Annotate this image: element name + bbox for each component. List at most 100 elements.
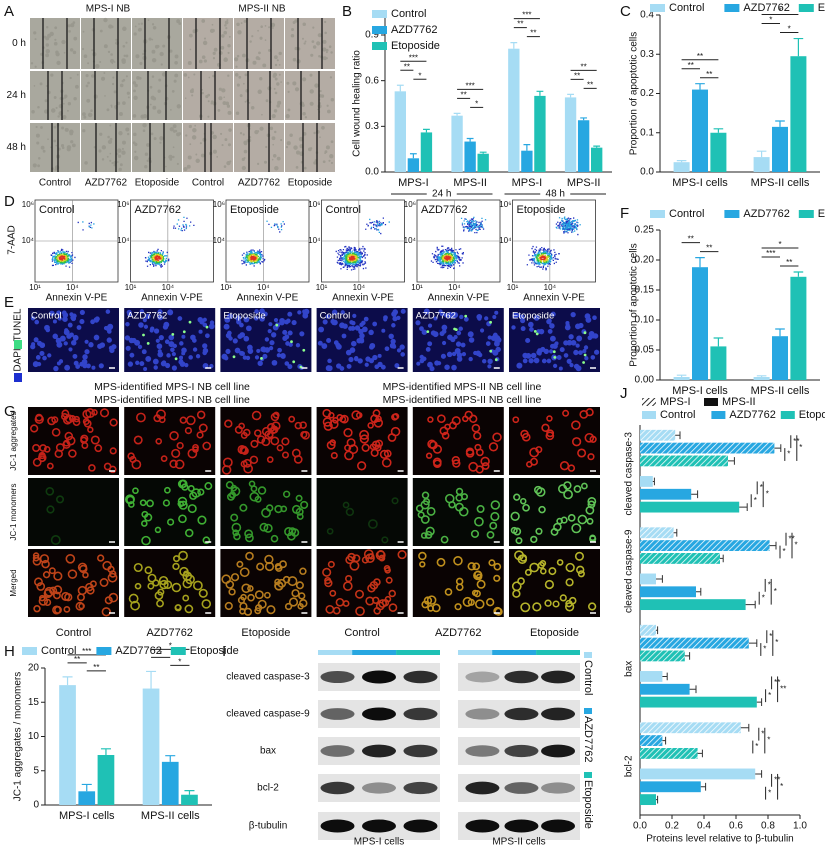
group-label: 48 h — [546, 189, 565, 200]
blot-band — [504, 707, 539, 721]
image-title: AZD7762 — [416, 311, 456, 322]
significance-label: ** — [74, 655, 80, 664]
bar — [753, 377, 770, 380]
bar — [710, 132, 727, 172]
cell-label: MPS-II cells — [492, 837, 545, 848]
flow-dots — [444, 255, 452, 261]
legend-swatch — [798, 210, 814, 218]
bar — [78, 791, 96, 805]
x-tick-label: 0.8 — [761, 821, 775, 832]
caption: MPS-identified MPS-I NB cell line — [94, 394, 250, 406]
significance-label: * — [787, 450, 790, 459]
wound-image — [285, 71, 335, 120]
bar — [640, 476, 653, 487]
significance-label: * — [755, 742, 758, 751]
cells — [415, 487, 501, 544]
legend-swatch — [584, 652, 592, 658]
bar — [420, 132, 433, 172]
flow-dots — [348, 255, 356, 261]
tick-label: 10¹ — [316, 283, 328, 292]
row-label: 48 h — [7, 142, 26, 153]
x-tick-label: 0.0 — [633, 821, 647, 832]
legend-label: Control — [669, 208, 704, 220]
blot-band — [465, 745, 500, 757]
error-bar — [728, 457, 735, 465]
image-texture — [290, 19, 333, 64]
column-label: AZD7762 — [238, 178, 281, 189]
image-texture — [183, 73, 232, 118]
blot-band — [403, 707, 438, 721]
blot-band — [362, 707, 396, 721]
image-title: Etoposide — [512, 311, 554, 322]
flow-dots — [154, 255, 162, 261]
significance-label: * — [760, 483, 763, 492]
significance-label: ** — [706, 244, 712, 253]
flow-dots — [335, 217, 387, 271]
x-tick-label: MPS-I cells — [672, 177, 728, 189]
wound-edge — [248, 123, 270, 172]
treatment-bar — [396, 650, 440, 655]
blot-band — [504, 819, 539, 833]
y-tick-label: 0.3 — [640, 49, 654, 60]
bar — [59, 685, 76, 805]
tick-label: 10⁴ — [66, 283, 79, 292]
bar — [640, 442, 775, 454]
cells — [512, 408, 597, 472]
panel-letter: F — [620, 205, 629, 222]
image-texture — [133, 19, 182, 66]
y-tick-label: 10 — [28, 731, 40, 742]
wound-image — [30, 71, 80, 120]
significance-label: * — [768, 580, 771, 589]
legend-swatch — [724, 4, 740, 12]
significance-label: *** — [522, 11, 531, 20]
x-tick-label: MPS-II — [567, 177, 601, 189]
y-tick-label: 0.0 — [640, 167, 654, 178]
legend-label: MPS-II — [722, 396, 756, 408]
plot-title: Control — [39, 204, 74, 216]
legend-label: AZD7762 — [582, 716, 594, 762]
legend-label: Etoposide — [391, 40, 440, 52]
cells — [221, 410, 310, 475]
y-tick-label: cleaved caspase-9 — [624, 529, 635, 613]
error-bar — [510, 42, 518, 49]
image-texture — [132, 122, 182, 169]
significance-label: ** — [460, 91, 466, 100]
cells — [510, 481, 597, 545]
significance-label: * — [778, 240, 781, 249]
error-bar — [720, 554, 724, 563]
column-label: AZD7762 — [146, 627, 192, 639]
significance-label: * — [799, 443, 802, 452]
error-bar — [423, 128, 430, 133]
image-texture — [82, 72, 130, 119]
significance-label: ** — [688, 235, 694, 244]
legend-label: Etoposide — [190, 645, 239, 657]
x-axis-label: Annexin V-PE — [428, 293, 490, 304]
tick-label: 10⁶ — [213, 200, 225, 209]
significance-label: * — [169, 642, 172, 651]
flow-dots — [52, 221, 95, 265]
panel-letter: E — [4, 294, 14, 311]
bar — [181, 794, 198, 805]
bar — [394, 91, 406, 172]
jc1-image — [316, 478, 408, 546]
legend-label: Control — [660, 409, 695, 421]
wound-edge — [300, 71, 320, 120]
x-axis-label: Annexin V-PE — [523, 293, 585, 304]
panel-letter: D — [4, 193, 15, 210]
significance-label: * — [763, 645, 766, 654]
column-label: Control — [56, 627, 91, 639]
blot-band — [465, 708, 500, 720]
significance-label: * — [768, 788, 771, 797]
y-tick-label: 0.1 — [640, 127, 654, 138]
blot-band — [362, 744, 396, 758]
wound-edge — [95, 123, 117, 172]
protein-label: cleaved caspase-3 — [226, 672, 310, 683]
y-tick-label: 0.4 — [640, 10, 654, 21]
y-tick-label: 0.9 — [365, 30, 379, 41]
error-bar — [755, 770, 763, 778]
blot-band — [403, 744, 438, 758]
treatment-bar — [458, 650, 493, 655]
y-axis-label: Proportion of apoptotic cells — [629, 32, 640, 155]
row-label: 0 h — [12, 38, 26, 49]
x-axis-label: Annexin V-PE — [237, 293, 299, 304]
